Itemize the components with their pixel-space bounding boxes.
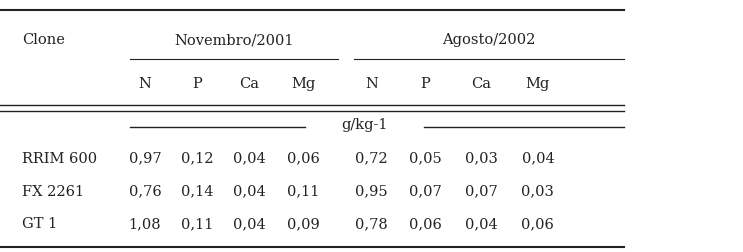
Text: 0,11: 0,11 <box>181 217 213 231</box>
Text: Clone: Clone <box>22 33 65 47</box>
Text: 0,07: 0,07 <box>409 184 441 199</box>
Text: Ca: Ca <box>239 77 259 91</box>
Text: 0,09: 0,09 <box>287 217 319 231</box>
Text: 0,04: 0,04 <box>522 152 554 166</box>
Text: g/kg-1: g/kg-1 <box>341 118 387 132</box>
Text: 0,07: 0,07 <box>465 184 498 199</box>
Text: 0,03: 0,03 <box>465 152 498 166</box>
Text: 0,76: 0,76 <box>129 184 161 199</box>
Text: 0,12: 0,12 <box>181 152 213 166</box>
Text: Mg: Mg <box>291 77 315 91</box>
Text: P: P <box>420 77 430 91</box>
Text: 0,04: 0,04 <box>233 152 265 166</box>
Text: Ca: Ca <box>472 77 491 91</box>
Text: Novembro/2001: Novembro/2001 <box>175 33 293 47</box>
Text: 0,04: 0,04 <box>465 217 498 231</box>
Text: GT 1: GT 1 <box>22 217 57 231</box>
Text: 0,95: 0,95 <box>355 184 388 199</box>
Text: 0,04: 0,04 <box>233 217 265 231</box>
Text: 0,06: 0,06 <box>287 152 319 166</box>
Text: 0,72: 0,72 <box>355 152 388 166</box>
Text: N: N <box>365 77 378 91</box>
Text: 0,11: 0,11 <box>287 184 319 199</box>
Text: P: P <box>192 77 202 91</box>
Text: 0,14: 0,14 <box>181 184 213 199</box>
Text: RRIM 600: RRIM 600 <box>22 152 97 166</box>
Text: N: N <box>138 77 152 91</box>
Text: 0,05: 0,05 <box>409 152 441 166</box>
Text: FX 2261: FX 2261 <box>22 184 85 199</box>
Text: Agosto/2002: Agosto/2002 <box>443 33 536 47</box>
Text: 0,97: 0,97 <box>129 152 161 166</box>
Text: 0,03: 0,03 <box>522 184 554 199</box>
Text: Mg: Mg <box>526 77 550 91</box>
Text: 0,06: 0,06 <box>522 217 554 231</box>
Text: 0,06: 0,06 <box>409 217 441 231</box>
Text: 0,78: 0,78 <box>355 217 388 231</box>
Text: 1,08: 1,08 <box>129 217 161 231</box>
Text: 0,04: 0,04 <box>233 184 265 199</box>
